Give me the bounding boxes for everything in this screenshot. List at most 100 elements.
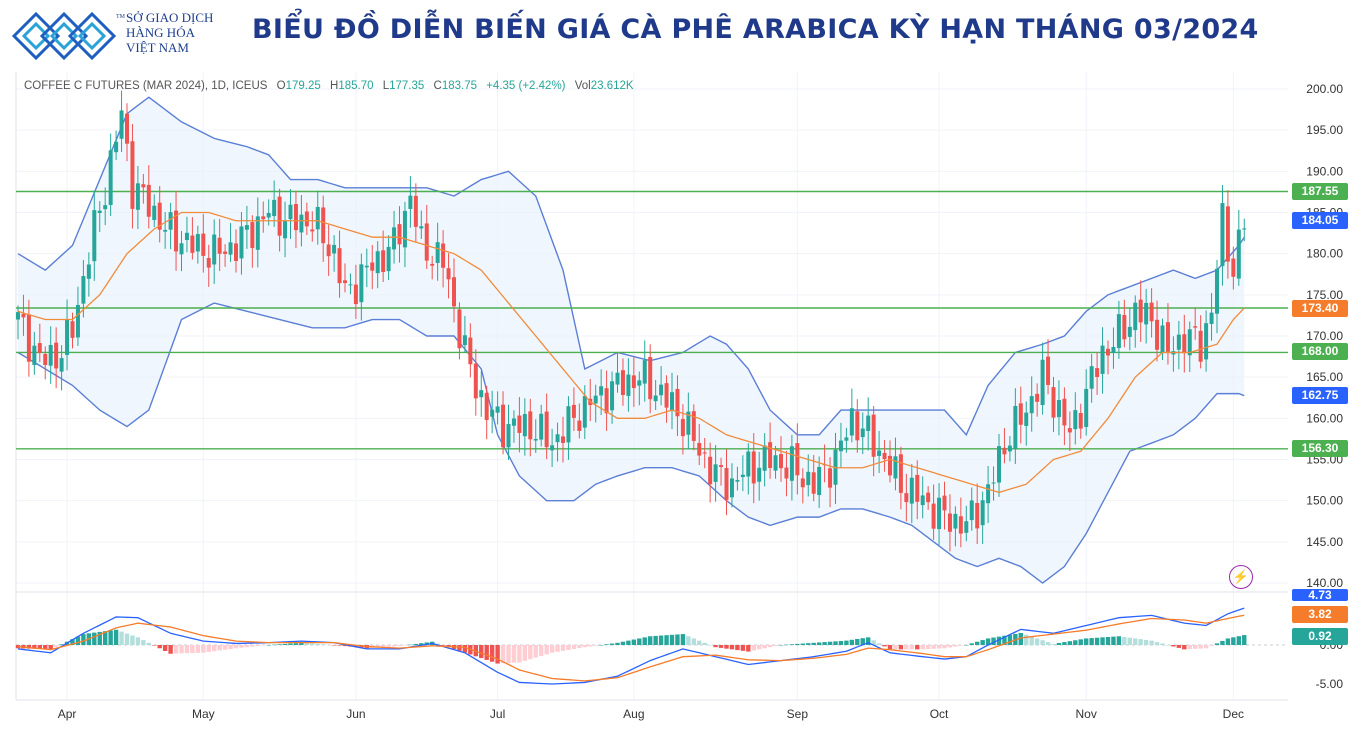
candle-body — [424, 223, 429, 261]
candle-body — [533, 438, 538, 441]
month-label: Aug — [623, 707, 644, 721]
page-title: BIỂU ĐỒ DIỄN BIẾN GIÁ CÀ PHÊ ARABICA KỲ … — [252, 14, 1259, 45]
candle-body — [315, 206, 320, 230]
macd-histogram-bar — [936, 645, 942, 649]
macd-histogram-bar — [124, 633, 130, 645]
candle-body — [179, 243, 184, 255]
macd-histogram-bar — [1051, 643, 1056, 645]
candle-body — [1155, 319, 1160, 350]
candle-body — [43, 353, 48, 365]
macd-histogram-bar — [48, 645, 53, 650]
moving-average-line — [17, 211, 1245, 494]
candle-body — [1133, 302, 1138, 331]
macd-histogram-bar — [304, 643, 310, 645]
header: TM SỞ GIAO DỊCH HÀNG HÓA VIỆT NAM BIỂU Đ… — [0, 0, 1361, 72]
candle-body — [991, 482, 996, 484]
macd-histogram-bar — [838, 640, 844, 645]
current-price-label: 184.05 — [1292, 212, 1348, 229]
price-tick-label: 175.00 — [1306, 288, 1343, 302]
candle-body — [637, 380, 642, 386]
candle-body — [713, 464, 718, 482]
candle-body — [1100, 345, 1105, 374]
candle-body — [59, 358, 64, 372]
macd-histogram-bar — [1236, 636, 1241, 645]
macd-histogram-bar — [1089, 638, 1094, 645]
candle-body — [353, 284, 358, 305]
macd-histogram-bar — [555, 645, 560, 652]
candle-body — [719, 465, 724, 467]
candle-body — [1002, 447, 1007, 455]
month-label: Jun — [346, 707, 365, 721]
macd-histogram-bar — [1209, 645, 1214, 646]
macd-histogram-bar — [980, 640, 985, 645]
macd-histogram-bar — [108, 630, 113, 645]
candle-body — [97, 210, 102, 213]
lightning-icon[interactable]: ⚡ — [1229, 565, 1253, 589]
candle-body — [1007, 445, 1012, 452]
candle-body — [926, 492, 931, 503]
candle-body — [1067, 428, 1072, 433]
macd-histogram-bar — [222, 645, 228, 650]
month-label: Dec — [1223, 707, 1244, 721]
candle-body — [653, 395, 658, 402]
macd-histogram-bar — [1231, 637, 1236, 645]
month-label: May — [192, 707, 215, 721]
macd-histogram-bar — [43, 645, 48, 650]
macd-histogram-bar — [1171, 645, 1176, 647]
macd-histogram-bar — [1149, 640, 1154, 645]
candle-body — [446, 268, 451, 280]
candle-body — [359, 264, 364, 303]
price-tick-label: 145.00 — [1306, 535, 1343, 549]
candle-body — [969, 500, 974, 521]
macd-histogram-bar — [288, 643, 293, 645]
macd-histogram-bar — [713, 645, 718, 648]
price-tick-label: 200.00 — [1306, 82, 1343, 96]
macd-histogram-bar — [375, 645, 380, 648]
candle-body — [190, 235, 195, 253]
macd-histogram-bar — [887, 645, 893, 650]
candle-body — [631, 375, 636, 389]
macd-histogram-bar — [822, 642, 827, 645]
candle-body — [184, 232, 189, 240]
candle-body — [402, 210, 407, 248]
candle-body — [1106, 348, 1110, 356]
macd-histogram-bar — [228, 645, 233, 650]
candle-body — [604, 388, 609, 414]
candle-body — [762, 445, 767, 471]
candle-body — [729, 478, 734, 498]
candle-body — [1122, 314, 1127, 340]
candle-body — [86, 264, 91, 279]
month-label: Oct — [930, 707, 949, 721]
macd-histogram-bar — [1094, 637, 1100, 645]
macd-histogram-bar — [1165, 645, 1171, 646]
candle-body — [419, 226, 424, 229]
macd-histogram-bar — [953, 645, 958, 647]
macd-histogram-bar — [849, 639, 855, 645]
candle-body — [321, 207, 326, 244]
logo-line-3: VIỆT NAM — [126, 40, 189, 55]
price-tick-label: 160.00 — [1306, 411, 1343, 425]
candle-body — [522, 414, 527, 437]
month-label: Nov — [1076, 707, 1097, 721]
macd-histogram-bar — [773, 645, 778, 647]
candle-body — [152, 205, 157, 220]
candle-body — [561, 436, 565, 443]
candle-body — [1029, 396, 1034, 414]
macd-histogram-bar — [522, 645, 528, 661]
macd-histogram-bar — [860, 638, 865, 645]
candle-body — [326, 244, 331, 257]
macd-histogram-bar — [201, 645, 206, 653]
candle-body — [462, 335, 467, 346]
price-tick-label: 180.00 — [1306, 247, 1343, 261]
candle-body — [1193, 326, 1198, 328]
macd-histogram-bar — [757, 645, 762, 650]
macd-histogram-bar — [915, 645, 920, 650]
macd-histogram-bar — [947, 645, 953, 648]
candle-body — [435, 242, 440, 263]
candle-body — [675, 388, 680, 417]
macd-histogram-bar — [32, 645, 37, 649]
macd-histogram-bar — [598, 645, 604, 646]
candle-body — [21, 313, 26, 318]
candle-body — [773, 455, 778, 471]
macd-histogram-bar — [408, 644, 413, 646]
